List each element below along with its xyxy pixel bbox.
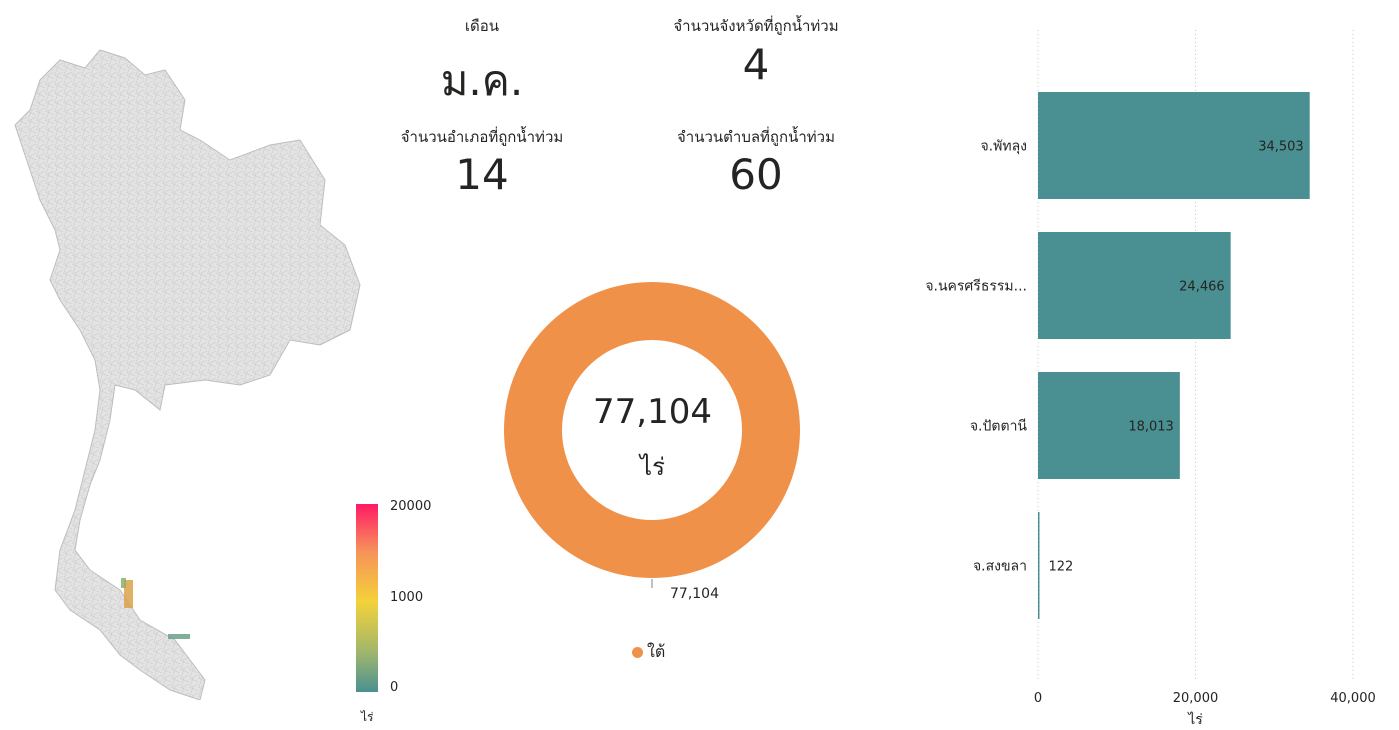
- month-label: เดือน: [464, 17, 500, 35]
- donut-legend[interactable]: ใต้: [632, 640, 665, 665]
- bar-data-label: 34,503: [1258, 140, 1304, 155]
- y-category-label: จ.พัทลุง: [980, 139, 1027, 155]
- map-region-mesh: [15, 50, 360, 700]
- legend-item-south: ใต้: [647, 642, 666, 661]
- y-category-label: จ.ปัตตานี: [970, 419, 1028, 435]
- bar-data-label: 24,466: [1179, 280, 1225, 295]
- legend-min-label: 0: [390, 680, 399, 695]
- legend-swatch: [632, 647, 643, 658]
- provinces-value: 4: [742, 40, 770, 89]
- x-axis-title: ไร่: [1187, 711, 1203, 728]
- month-value: ม.ค.: [440, 56, 524, 105]
- donut-slice[interactable]: [503, 282, 800, 578]
- legend-unit-label: ไร่: [361, 710, 374, 724]
- color-scale-bar: [356, 504, 378, 692]
- bar[interactable]: [1038, 92, 1310, 199]
- y-category-label: จ.สงขลา: [973, 559, 1027, 575]
- bar-data-label: 122: [1049, 560, 1074, 575]
- donut-data-label: 77,104: [670, 586, 719, 602]
- flooded-area-pattani[interactable]: [168, 634, 190, 639]
- legend-max-label: 20000: [390, 499, 432, 514]
- flooded-area-phatthalung[interactable]: [124, 580, 133, 608]
- donut-center-value: 77,104: [593, 392, 712, 432]
- bar[interactable]: [1038, 512, 1040, 619]
- legend-mid-label: 1000: [390, 590, 424, 605]
- bar[interactable]: [1038, 232, 1231, 339]
- subdistricts-label: จำนวนตำบลที่ถูกน้ำท่วม: [677, 128, 835, 146]
- bar-chart[interactable]: 0 20,000 40,000 จ.พัทลุง 34,503 จ.นครศรีธรรม.…: [900, 0, 1399, 730]
- bar-data-label: 18,013: [1128, 420, 1174, 435]
- donut-chart[interactable]: [500, 278, 810, 588]
- thailand-map[interactable]: [0, 30, 370, 700]
- donut-center-unit: ไร่: [640, 453, 665, 481]
- y-category-label: จ.นครศรีธรรม...: [925, 279, 1027, 295]
- x-tick-label: 0: [1034, 691, 1042, 706]
- x-tick-label: 20,000: [1173, 691, 1219, 706]
- x-tick-label: 40,000: [1330, 691, 1376, 706]
- subdistricts-value: 60: [729, 150, 783, 199]
- provinces-label: จำนวนจังหวัดที่ถูกน้ำท่วม: [673, 17, 839, 35]
- districts-label: จำนวนอำเภอที่ถูกน้ำท่วม: [400, 128, 564, 146]
- donut-leader-line: [651, 579, 653, 588]
- bar[interactable]: [1038, 372, 1180, 479]
- flooded-area-nakhon[interactable]: [121, 578, 126, 588]
- districts-value: 14: [455, 150, 509, 199]
